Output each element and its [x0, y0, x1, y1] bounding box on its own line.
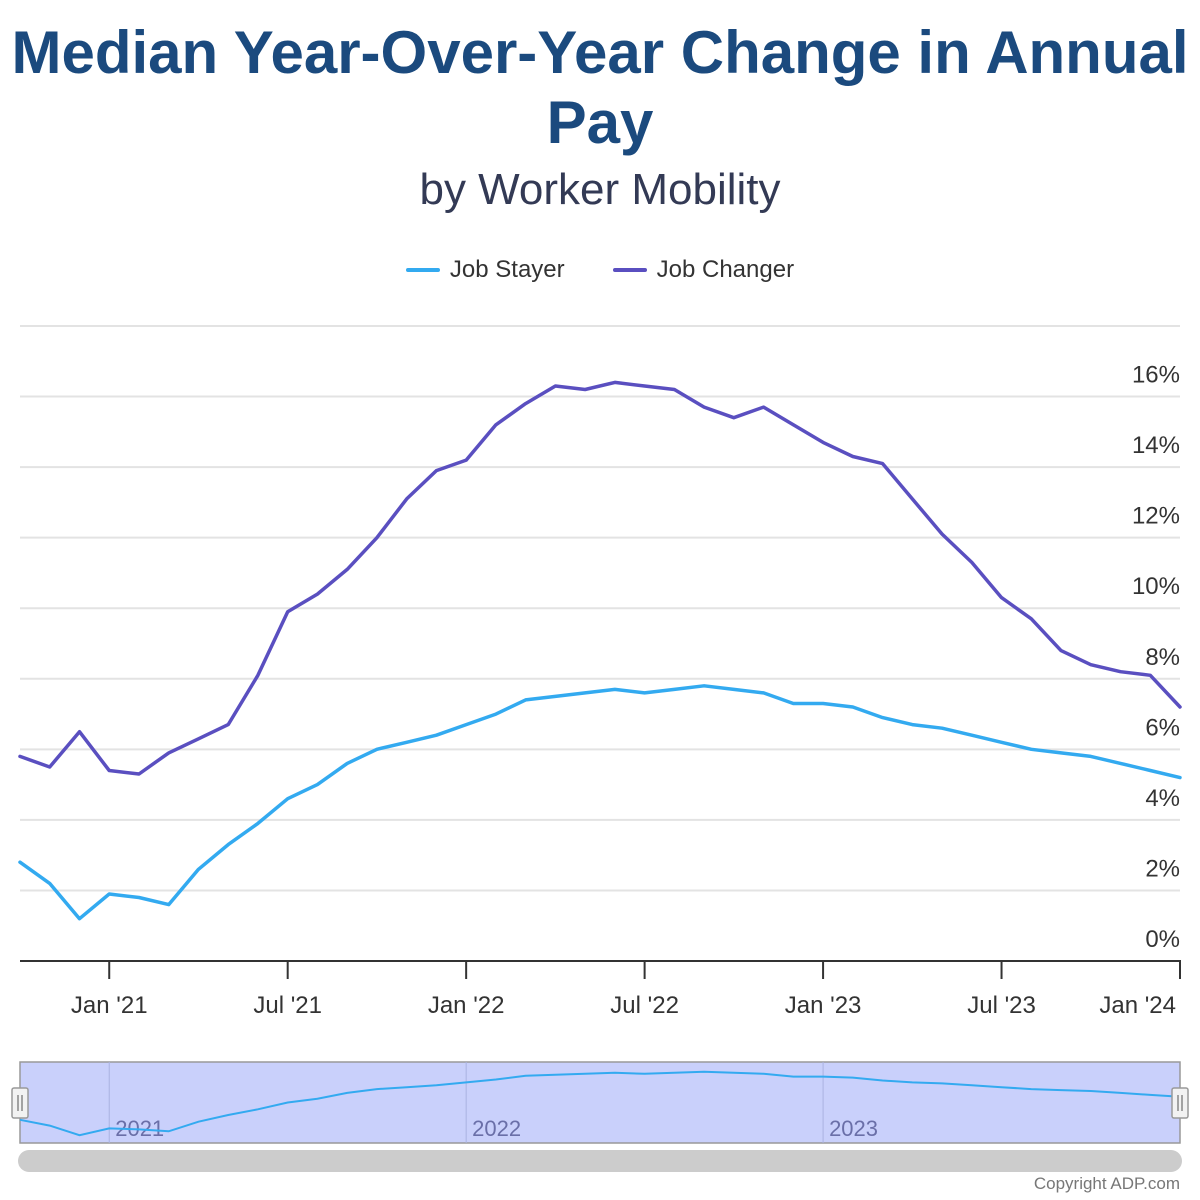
y-tick-label: 2%: [1145, 855, 1180, 882]
x-tick-label: Jan '22: [428, 992, 505, 1019]
x-tick-label: Jul '23: [967, 992, 1036, 1019]
x-tick-label: Jan '21: [71, 992, 148, 1019]
x-tick-label: Jan '23: [785, 992, 862, 1019]
legend-label-job-changer: Job Changer: [656, 256, 795, 283]
navigator-selected-range[interactable]: [19, 1061, 1181, 1144]
legend-item-job-stayer[interactable]: Job Stayer: [405, 256, 565, 284]
x-tick-label: Jan '24: [1099, 992, 1176, 1019]
navigator-series-line: [19, 1070, 1181, 1137]
navigator-right-handle[interactable]: [1171, 1087, 1189, 1119]
x-tick-label: Jul '21: [253, 992, 322, 1019]
y-tick-label: 4%: [1145, 785, 1180, 812]
y-tick-label: 6%: [1145, 714, 1180, 741]
series-line-job-changer[interactable]: [18, 380, 1182, 776]
legend-swatch-job-changer: [612, 268, 647, 272]
y-tick-label: 10%: [1132, 573, 1180, 600]
chart-subtitle: by Worker Mobility: [419, 165, 781, 214]
series-line-job-stayer[interactable]: [18, 684, 1182, 921]
copyright: Copyright ADP.com: [1033, 1174, 1180, 1193]
navigator-scrollbar[interactable]: [18, 1150, 1182, 1172]
navigator: 2021 2022 2023: [11, 1061, 1189, 1172]
legend-item-job-changer[interactable]: Job Changer: [612, 256, 795, 284]
y-tick-label: 8%: [1145, 644, 1180, 671]
navigator-year-label: 2023: [829, 1116, 878, 1141]
series-layer: [18, 380, 1182, 921]
y-tick-label: 0%: [1145, 926, 1180, 953]
y-tick-label: 12%: [1132, 503, 1180, 530]
navigator-year-label: 2022: [472, 1116, 521, 1141]
chart-title: Median Year-Over-Year Change in Annual P…: [11, 19, 1189, 156]
axis-layer: 0% 2% 4% 6% 8% 10% 12% 14% 16% Jan '21 Jul '21 Jan …: [20, 362, 1181, 1019]
y-tick-label: 16%: [1132, 362, 1180, 389]
legend: Job Stayer Job Changer: [0, 256, 1200, 284]
legend-label-job-stayer: Job Stayer: [449, 256, 565, 283]
y-tick-label: 14%: [1132, 432, 1180, 459]
navigator-left-handle[interactable]: [11, 1087, 29, 1119]
legend-swatch-job-stayer: [405, 268, 440, 272]
grid-layer: [20, 325, 1180, 892]
x-tick-label: Jul '22: [610, 992, 679, 1019]
